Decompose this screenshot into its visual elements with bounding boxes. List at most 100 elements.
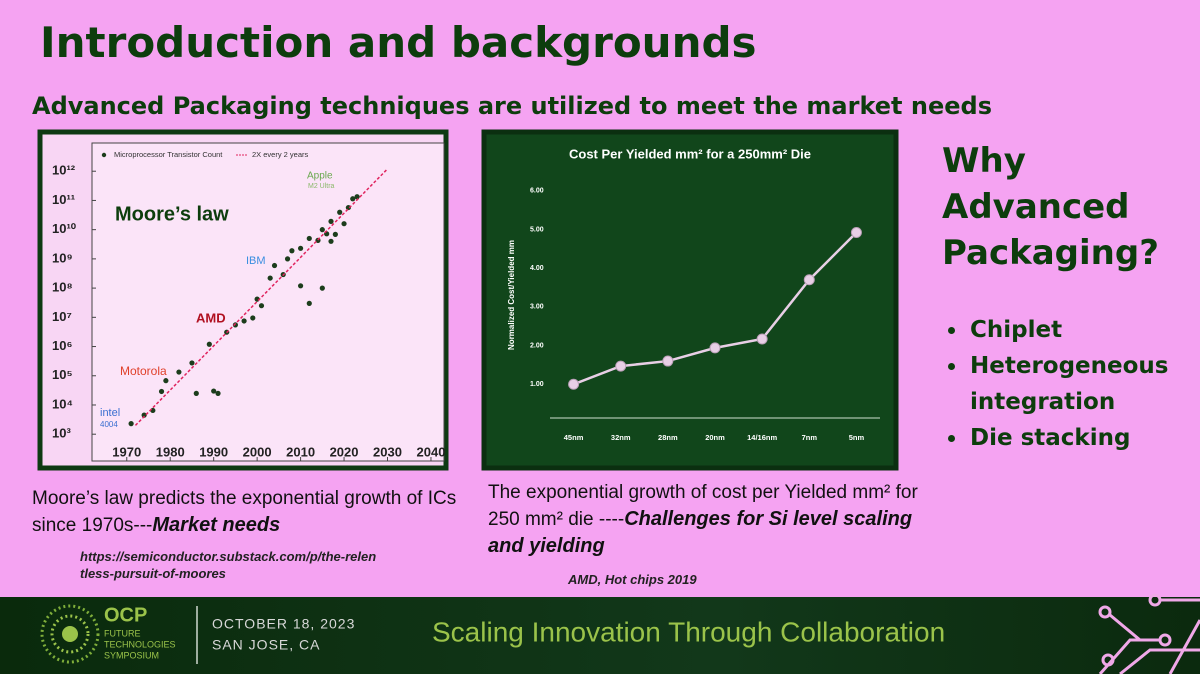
tagline: Scaling Innovation Through Collaboration (432, 616, 945, 647)
data-point (850, 227, 862, 239)
data-point (158, 388, 165, 395)
data-point (141, 412, 147, 418)
data-point (163, 378, 169, 384)
panel (481, 129, 899, 471)
data-point (319, 285, 325, 291)
footer-logo (40, 604, 198, 664)
data-point (297, 245, 304, 251)
y-tick-label: 10¹⁰ (52, 221, 77, 236)
x-tick-label: 5nm (849, 433, 865, 442)
sidebar-heading: Why Advanced Packaging? (942, 141, 1159, 273)
y-tick-label: 10³ (52, 426, 71, 441)
source: https://semiconductor.substack.com/p/the… (80, 549, 377, 581)
bullet: Heterogeneous integration (968, 348, 1200, 420)
legend-label: Microprocessor Transistor Count (114, 150, 223, 159)
y-tick-label: 10¹¹ (52, 192, 75, 207)
x-tick-label: 14/16nm (747, 433, 777, 442)
annotation: Moore’s law (115, 203, 229, 225)
data-point (189, 360, 195, 366)
event-place: SAN JOSE, CA (212, 637, 320, 653)
caption: Moore’s law predicts the exponential gro… (32, 486, 462, 539)
y-tick-label: 10⁸ (52, 280, 73, 295)
data-point (568, 378, 580, 390)
x-tick-label: 2040 (417, 444, 446, 459)
data-point (354, 194, 360, 200)
data-point (709, 342, 721, 354)
logo-org: SYMPOSIUM (104, 650, 159, 660)
data-point (241, 318, 247, 324)
bullet: Chiplet (968, 312, 1200, 348)
caption-text: The exponential growth of cost per Yield… (488, 482, 918, 530)
plot-area (91, 142, 445, 462)
bullet-list: Chiplet Heterogeneous integration Die st… (930, 312, 1200, 456)
y-tick-label: 3.00 (530, 304, 544, 311)
data-point (306, 235, 312, 242)
data-point (350, 196, 356, 202)
slide-title: Introduction and backgrounds (40, 18, 757, 67)
logo-text: OCP (104, 604, 147, 626)
x-tick-label: 2010 (286, 444, 315, 459)
x-tick-label: 2030 (373, 444, 402, 459)
y-tick-label: 10¹² (52, 163, 76, 178)
data-point (332, 231, 338, 237)
x-tick-label: 2020 (330, 444, 359, 459)
x-tick-label: 32nm (611, 433, 631, 442)
y-tick-label: 5.00 (530, 226, 544, 233)
x-tick-label: 1990 (199, 444, 228, 459)
data-point (328, 238, 334, 244)
circuit-art (1098, 593, 1200, 674)
caption: The exponential growth of cost per Yield… (488, 480, 928, 560)
x-tick-label: 20nm (705, 433, 725, 442)
y-tick-label: 6.00 (530, 188, 544, 195)
x-tick-label: 45nm (564, 433, 584, 442)
data-point (267, 275, 273, 281)
data-point (193, 390, 199, 396)
source: AMD, Hot chips 2019 (568, 572, 697, 587)
x-tick-label: 7nm (802, 433, 818, 442)
data-point (803, 274, 815, 286)
chart-title: Cost Per Yielded mm² for a 250mm² Die (569, 146, 811, 161)
x-tick-label: 2000 (243, 444, 272, 459)
data-point (615, 360, 627, 372)
caption-emphasis: Market needs (152, 514, 281, 536)
data-point (284, 256, 291, 262)
data-point (289, 248, 295, 254)
y-tick-label: 10⁵ (52, 367, 73, 382)
y-tick-label: 10⁷ (52, 309, 72, 324)
data-point (297, 283, 304, 289)
data-point (341, 221, 347, 227)
annotation: Motorola (120, 364, 167, 378)
data-point (271, 262, 278, 269)
annotation: M2 Ultra (308, 183, 335, 190)
data-point (215, 390, 221, 396)
y-tick-label: 10⁶ (52, 338, 72, 353)
legend-swatch (101, 152, 107, 158)
annotation: AMD (196, 310, 226, 325)
annotation: IBM (246, 255, 266, 267)
event-date: OCTOBER 18, 2023 (212, 616, 355, 632)
x-tick-label: 1970 (112, 444, 141, 459)
data-point (250, 315, 256, 321)
data-point (306, 300, 312, 306)
slide-subtitle: Advanced Packaging techniques are utiliz… (32, 92, 992, 120)
y-axis-label: Normalized Cost/Yielded mm (507, 240, 516, 350)
data-point (662, 355, 674, 367)
annotation: intel (100, 407, 120, 419)
caption-text: Moore’s law predicts the exponential gro… (32, 488, 457, 536)
data-point (328, 218, 334, 224)
y-tick-label: 4.00 (530, 265, 544, 272)
data-point (206, 341, 212, 347)
data-point (345, 204, 351, 211)
y-tick-label: 2.00 (530, 342, 544, 349)
footer (0, 597, 1200, 674)
x-tick-label: 28nm (658, 433, 678, 442)
caption-emphasis: Challenges for Si level scaling and yiel… (488, 508, 913, 557)
annotation: Apple (307, 171, 333, 182)
logo-org: FUTURE (104, 628, 141, 638)
annotation: 4004 (100, 420, 118, 429)
y-tick-label: 10⁴ (52, 396, 73, 411)
y-tick-label: 10⁹ (52, 250, 73, 265)
bullet: Die stacking (968, 420, 1200, 456)
